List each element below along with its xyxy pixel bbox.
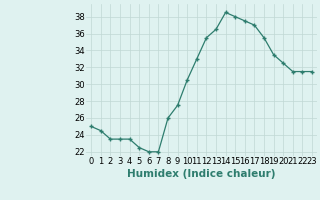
- X-axis label: Humidex (Indice chaleur): Humidex (Indice chaleur): [127, 169, 276, 179]
